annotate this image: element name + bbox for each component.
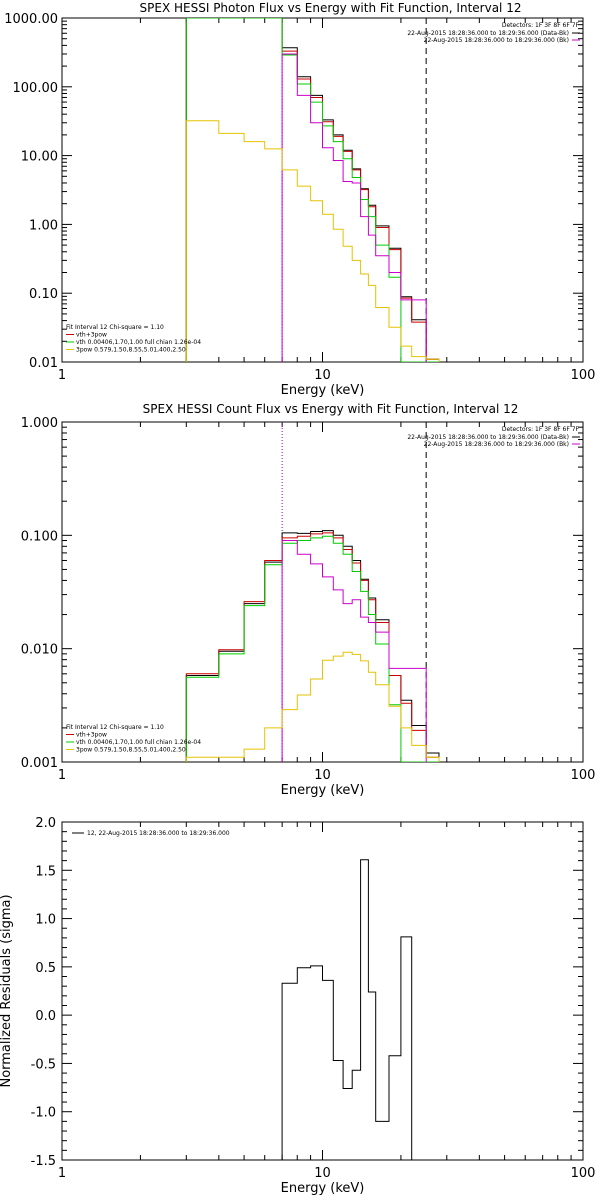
series-line-5 bbox=[185, 651, 440, 762]
x-axis-label: Energy (keV) bbox=[281, 783, 365, 798]
fit-legend-entry: vth+3pow bbox=[76, 332, 107, 339]
x-axis-label: Energy (keV) bbox=[281, 383, 365, 398]
y-tick-label: -0.5 bbox=[31, 1057, 56, 1072]
y-tick-label: 10.00 bbox=[21, 150, 58, 165]
y-tick-label: 0.001 bbox=[21, 756, 58, 771]
x-tick-label: 10 bbox=[314, 1166, 331, 1181]
y-tick-label: 1.00 bbox=[29, 218, 58, 233]
fit-legend-entry: vth 0.00406,1.70,1.00 full chian 1.26e-0… bbox=[76, 739, 201, 746]
detector-note: Detectors: 1F 3F 8F 6F 7F bbox=[502, 22, 580, 29]
x-tick-label: 10 bbox=[314, 368, 331, 383]
chart-panel-2: SPEX HESSI Count Flux vs Energy with Fit… bbox=[21, 402, 596, 798]
series-line-5 bbox=[185, 120, 440, 362]
y-tick-label: 1.0 bbox=[35, 913, 56, 928]
plot-area bbox=[185, 18, 440, 362]
series-line-3 bbox=[185, 18, 439, 362]
y-tick-label: 2.0 bbox=[35, 816, 56, 831]
fit-legend-entry: 3pow 0.579,1.50,8.55,5.01,400,2.50 bbox=[76, 747, 186, 754]
fit-legend-entry: 3pow 0.579,1.50,8.55,5.01,400,2.50 bbox=[76, 347, 186, 354]
y-tick-label: 0.5 bbox=[35, 961, 56, 976]
x-tick-label: 100 bbox=[571, 768, 596, 783]
plot-area bbox=[281, 859, 413, 1160]
fit-legend-entry: Fit Interval 12 Chi-square = 1.10 bbox=[66, 324, 164, 331]
y-tick-label: 0.100 bbox=[21, 529, 58, 544]
y-tick-label: 0.010 bbox=[21, 643, 58, 658]
y-tick-label: -1.5 bbox=[31, 1154, 56, 1169]
residual-legend-entry: 12, 22-Aug-2015 18:28:36.000 to 18:29:36… bbox=[87, 830, 230, 837]
time-interval-label: 22-Aug-2015 18:28:36.000 to 18:29:36.000… bbox=[424, 37, 569, 44]
y-tick-label: 1000.00 bbox=[4, 12, 58, 27]
y-axis-label: Normalized Residuals (sigma) bbox=[0, 894, 14, 1087]
series-line-1 bbox=[281, 859, 413, 1160]
x-axis-label: Energy (keV) bbox=[281, 1181, 365, 1196]
x-tick-label: 1 bbox=[58, 1166, 66, 1181]
fit-legend-entry: vth 0.00406,1.70,1.00 full chian 1.26e-0… bbox=[76, 339, 201, 346]
plot-area bbox=[185, 530, 440, 762]
y-tick-label: 0.0 bbox=[35, 1009, 56, 1024]
y-tick-label: 100.00 bbox=[13, 81, 59, 96]
time-interval-label: 22-Aug-2015 18:28:36.000 to 18:29:36.000… bbox=[424, 441, 569, 448]
plot-frame bbox=[61, 421, 584, 763]
series-line-4 bbox=[281, 53, 427, 362]
plot-frame bbox=[61, 821, 584, 1161]
y-tick-label: 1.000 bbox=[21, 416, 58, 431]
fit-legend-entry: vth+3pow bbox=[76, 732, 107, 739]
chart-title: SPEX HESSI Photon Flux vs Energy with Fi… bbox=[140, 1, 522, 15]
series-line-4 bbox=[281, 540, 427, 762]
y-tick-label: -1.0 bbox=[31, 1106, 56, 1121]
fit-legend-entry: Fit Interval 12 Chi-square = 1.10 bbox=[66, 724, 164, 731]
time-interval-label: 22-Aug-2015 18:28:36.000 to 18:29:36.000… bbox=[407, 434, 569, 441]
chart-panel-3: 1 10 100 Energy (keV) -1.5 -1.0 -0.5 0.0 0.5 1.0 1… bbox=[0, 816, 595, 1196]
x-tick-label: 1 bbox=[58, 368, 66, 383]
chart-title: SPEX HESSI Count Flux vs Energy with Fit… bbox=[143, 402, 519, 416]
plot-frame bbox=[61, 17, 584, 363]
y-tick-label: 0.01 bbox=[29, 356, 58, 371]
y-tick-label: 0.10 bbox=[29, 287, 58, 302]
y-tick-label: 1.5 bbox=[35, 864, 56, 879]
x-tick-label: 10 bbox=[314, 768, 331, 783]
time-interval-label: 22-Aug-2015 18:28:36.000 to 18:29:36.000… bbox=[407, 30, 569, 37]
detector-note: Detectors: 1F 3F 8F 6F 7F bbox=[502, 426, 580, 433]
x-tick-label: 100 bbox=[571, 1166, 596, 1181]
x-tick-label: 100 bbox=[571, 368, 596, 383]
chart-panel-1: SPEX HESSI Photon Flux vs Energy with Fi… bbox=[4, 1, 595, 398]
x-tick-label: 1 bbox=[58, 768, 66, 783]
